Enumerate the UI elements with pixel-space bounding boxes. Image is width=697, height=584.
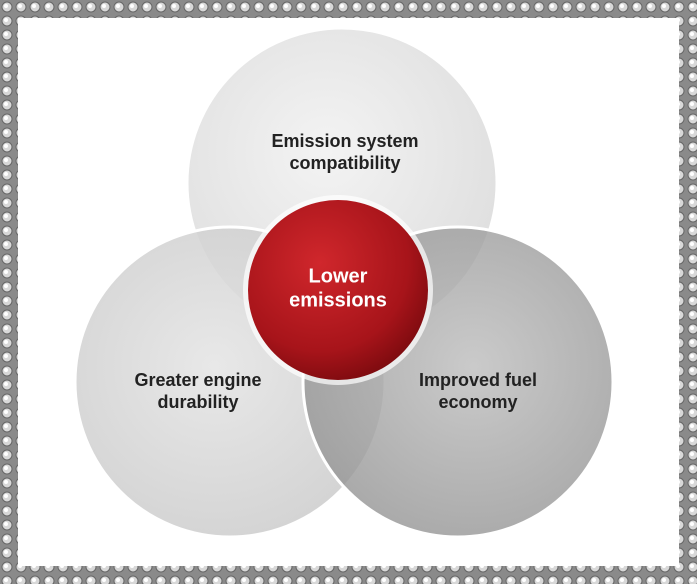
node-label: durability: [157, 392, 238, 412]
venn-diagram: Emission system compatibility Greater en…: [0, 0, 697, 584]
node-label: compatibility: [289, 153, 400, 173]
node-label: Greater engine: [134, 370, 261, 390]
page: {"diagram": {"nodes": [ {"id": "top", "l…: [0, 0, 697, 584]
node-label: Emission system: [271, 131, 418, 151]
node-label: economy: [438, 392, 517, 412]
node-label: Improved fuel: [419, 370, 537, 390]
center-label: Lower: [309, 265, 368, 287]
center-label: emissions: [289, 289, 387, 311]
